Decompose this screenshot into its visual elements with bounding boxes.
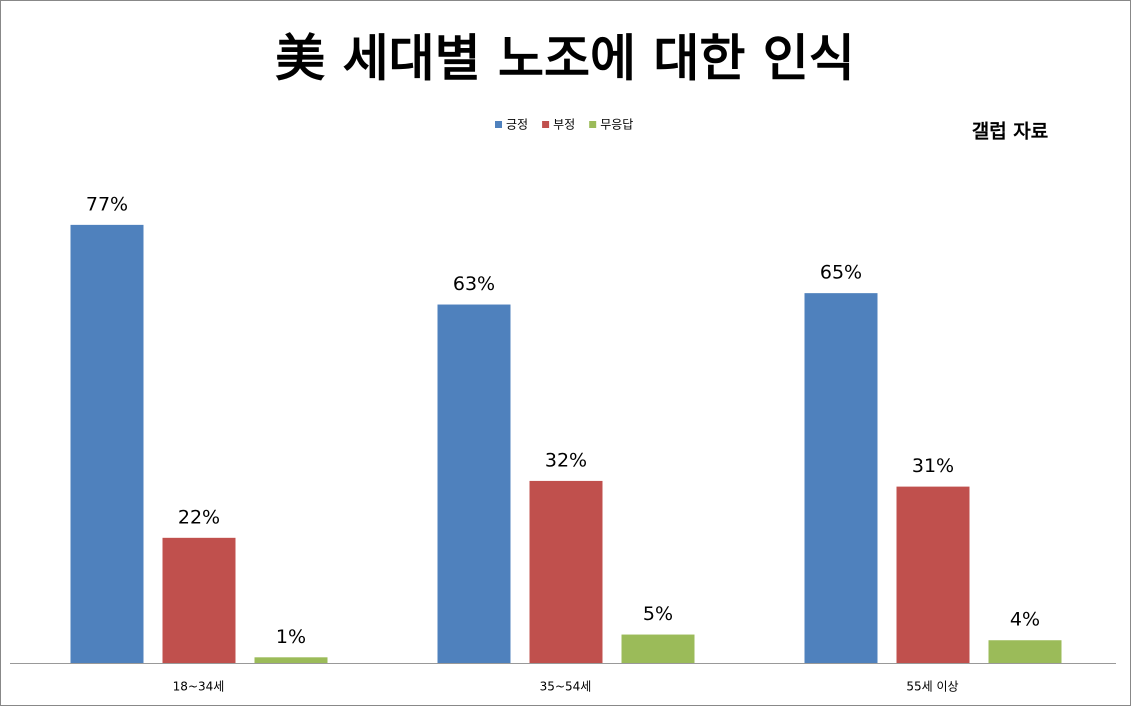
chart-title: 美 세대별 노조에 대한 인식 <box>275 30 855 88</box>
value-label: 32% <box>545 449 587 471</box>
value-label: 5% <box>643 603 673 625</box>
x-tick-label: 18~34세 <box>173 680 225 694</box>
legend-label: 긍정 <box>506 118 528 132</box>
legend-label: 부정 <box>553 118 575 132</box>
legend-swatch <box>589 121 597 128</box>
bar <box>437 304 511 663</box>
value-label: 1% <box>276 626 306 648</box>
bar <box>254 657 328 663</box>
source-note: 갤럽 자료 <box>972 121 1049 143</box>
value-label: 65% <box>820 262 862 284</box>
bar <box>529 480 603 663</box>
value-label: 31% <box>912 455 954 477</box>
value-label: 4% <box>1010 609 1040 631</box>
value-label: 77% <box>86 193 128 215</box>
bar <box>70 224 144 663</box>
bar <box>988 640 1062 663</box>
legend-swatch <box>495 121 502 128</box>
legend-swatch <box>542 121 550 128</box>
value-label: 63% <box>453 273 495 295</box>
bar <box>804 293 878 663</box>
bar <box>896 486 970 663</box>
bar <box>162 537 236 663</box>
x-tick-label: 55세 이상 <box>906 680 958 694</box>
x-tick-label: 35~54세 <box>540 680 592 694</box>
value-label: 22% <box>178 506 220 528</box>
legend-label: 무응답 <box>600 118 633 132</box>
bar <box>621 634 695 663</box>
